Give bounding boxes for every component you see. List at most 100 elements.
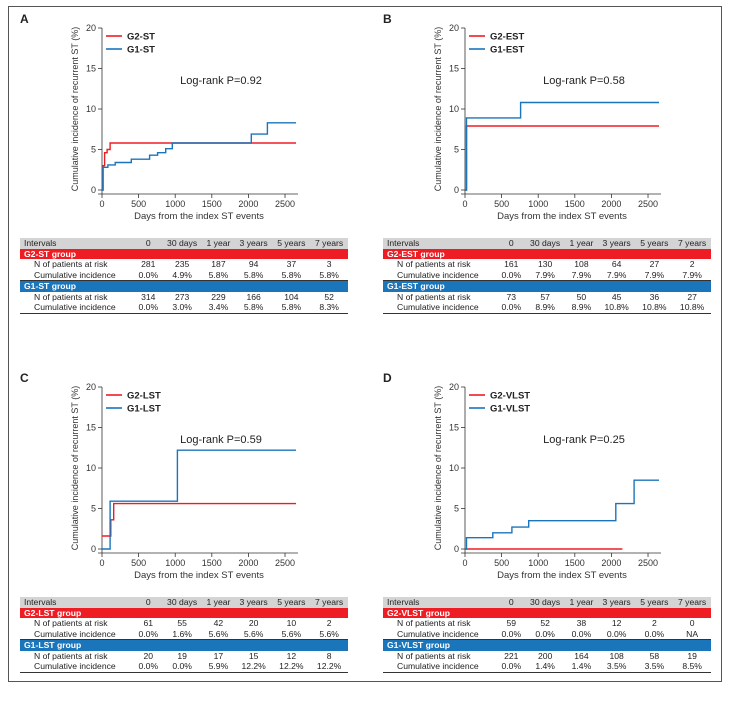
table-cell: 55 bbox=[177, 618, 187, 628]
x-tick-label: 2000 bbox=[238, 558, 258, 568]
table-header-cell: 0 bbox=[134, 238, 163, 249]
table-row: Cumulative incidence 0.0% 8.9% 8.9% 10.8% 10.… bbox=[383, 302, 711, 314]
table-cell: 1.4% bbox=[525, 661, 566, 673]
table-cell: 64 bbox=[611, 259, 622, 269]
table-header-cell: 1 year bbox=[565, 238, 598, 249]
x-tick-label: 1500 bbox=[202, 199, 222, 209]
table-header-cell: 1 year bbox=[202, 597, 235, 608]
y-tick-label: 20 bbox=[449, 23, 459, 33]
table-cell: 4.9% bbox=[162, 269, 203, 281]
table-group-row: G2-LST group bbox=[20, 607, 348, 618]
x-tick-label: 0 bbox=[462, 199, 467, 209]
table-cell: 273 bbox=[174, 291, 190, 302]
y-tick-label: 15 bbox=[449, 423, 459, 433]
x-tick-label: 1000 bbox=[528, 558, 548, 568]
table-row: N of patients at risk 20 19 17 15 12 8 bbox=[20, 651, 348, 662]
table-cell: 2 bbox=[326, 618, 332, 628]
table-header-cell: 30 days bbox=[162, 597, 203, 608]
table-cell: 59 bbox=[506, 618, 517, 628]
risk-table: Intervals 0 30 days 1 year 3 years 5 years 7 y… bbox=[20, 238, 348, 314]
table-cell: 19 bbox=[687, 650, 697, 661]
x-axis-title: Days from the index ST events bbox=[497, 570, 627, 581]
table-cell: 108 bbox=[609, 650, 624, 661]
row-label: Cumulative incidence bbox=[20, 302, 135, 314]
table-cell: 5.6% bbox=[272, 628, 311, 640]
y-tick-label: 10 bbox=[86, 463, 96, 473]
y-tick-label: 0 bbox=[454, 185, 459, 195]
panel-b: B 0 5 10 15 20 0 500 1000 1500 2000 2500 Cumulative … bbox=[383, 12, 723, 342]
log-rank-annotation: Log-rank P=0.59 bbox=[180, 434, 262, 446]
table-row: Cumulative incidence 0.0% 0.0% 5.9% 12.2% 12.… bbox=[20, 661, 348, 673]
table-cell: 7.9% bbox=[525, 269, 566, 281]
series-line-g2-est bbox=[465, 125, 659, 191]
table-header-row: Intervals 0 30 days 1 year 3 years 5 years 7 y… bbox=[383, 597, 711, 608]
log-rank-annotation: Log-rank P=0.58 bbox=[543, 75, 625, 87]
risk-table: Intervals 0 30 days 1 year 3 years 5 years 7 y… bbox=[383, 597, 711, 673]
y-tick-label: 10 bbox=[449, 104, 459, 114]
table-cell: 7.9% bbox=[673, 269, 711, 281]
x-tick-label: 500 bbox=[131, 558, 146, 568]
table-cell: 38 bbox=[576, 618, 587, 628]
table-cell: 0.0% bbox=[134, 628, 163, 640]
table-cell: 7.9% bbox=[565, 269, 598, 281]
risk-table: Intervals 0 30 days 1 year 3 years 5 years 7 y… bbox=[20, 597, 348, 673]
table-cell: 0.0% bbox=[565, 628, 598, 640]
table-cell: 164 bbox=[574, 650, 589, 661]
x-tick-label: 500 bbox=[131, 199, 146, 209]
x-tick-label: 0 bbox=[99, 558, 104, 568]
group-name: G2-EST group bbox=[383, 248, 711, 259]
row-label: Cumulative incidence bbox=[20, 269, 135, 281]
table-group-row: G1-ST group bbox=[20, 280, 348, 292]
table-header-row: Intervals 0 30 days 1 year 3 years 5 years 7 y… bbox=[383, 238, 711, 249]
x-tick-label: 1000 bbox=[165, 199, 185, 209]
table-cell: 1.4% bbox=[565, 661, 598, 673]
table-header-cell: 7 years bbox=[310, 238, 348, 249]
y-tick-label: 5 bbox=[91, 504, 96, 514]
log-rank-annotation: Log-rank P=0.92 bbox=[180, 75, 262, 87]
table-cell: 0.0% bbox=[597, 628, 636, 640]
row-label: N of patients at risk bbox=[34, 291, 108, 302]
table-header-cell: 7 years bbox=[673, 597, 711, 608]
y-tick-label: 0 bbox=[91, 185, 96, 195]
row-label: Cumulative incidence bbox=[383, 628, 498, 640]
risk-table: Intervals 0 30 days 1 year 3 years 5 years 7 y… bbox=[383, 238, 711, 314]
x-axis-title: Days from the index ST events bbox=[497, 211, 627, 222]
table-cell: 12.2% bbox=[272, 661, 311, 673]
group-name: G1-VLST group bbox=[383, 639, 711, 651]
x-tick-label: 2500 bbox=[275, 558, 295, 568]
table-cell: 7.9% bbox=[635, 269, 674, 281]
legend-label: G1-VLST bbox=[490, 404, 530, 415]
table-header-cell: 3 years bbox=[234, 597, 273, 608]
legend-label: G1-ST bbox=[127, 45, 155, 56]
row-label: Cumulative incidence bbox=[20, 661, 135, 673]
table-header-row: Intervals 0 30 days 1 year 3 years 5 years 7 y… bbox=[20, 238, 348, 249]
y-tick-label: 10 bbox=[86, 104, 96, 114]
table-cell: 10.8% bbox=[635, 302, 674, 314]
y-tick-label: 10 bbox=[449, 463, 459, 473]
legend-label: G2-LST bbox=[127, 391, 161, 402]
table-row: Cumulative incidence 0.0% 0.0% 0.0% 0.0% 0.0%… bbox=[383, 628, 711, 640]
table-header-cell: 3 years bbox=[597, 238, 636, 249]
table-row: N of patients at risk 161 130 108 64 27 2 bbox=[383, 259, 711, 270]
row-label: Cumulative incidence bbox=[383, 661, 498, 673]
table-cell: 8.3% bbox=[310, 302, 348, 314]
legend-label: G2-ST bbox=[127, 32, 155, 43]
x-tick-label: 1000 bbox=[528, 199, 548, 209]
table-cell: 1.6% bbox=[162, 628, 203, 640]
table-cell: 7.9% bbox=[597, 269, 636, 281]
y-tick-label: 15 bbox=[449, 64, 459, 74]
table-cell: 15 bbox=[248, 650, 259, 661]
table-group-row: G2-VLST group bbox=[383, 607, 711, 618]
x-tick-label: 0 bbox=[99, 199, 104, 209]
table-cell: 3.0% bbox=[162, 302, 203, 314]
table-cell: 187 bbox=[211, 259, 226, 269]
table-cell: 2 bbox=[689, 259, 695, 269]
x-tick-label: 1500 bbox=[202, 558, 222, 568]
table-group-row: G1-VLST group bbox=[383, 639, 711, 651]
table-cell: 8.5% bbox=[673, 661, 711, 673]
table-header-cell: 7 years bbox=[310, 597, 348, 608]
table-cell: 0.0% bbox=[525, 628, 566, 640]
table-row: N of patients at risk 73 57 50 45 36 27 bbox=[383, 292, 711, 303]
table-row: N of patients at risk 59 52 38 12 2 0 bbox=[383, 618, 711, 629]
row-label: Cumulative incidence bbox=[20, 628, 135, 640]
